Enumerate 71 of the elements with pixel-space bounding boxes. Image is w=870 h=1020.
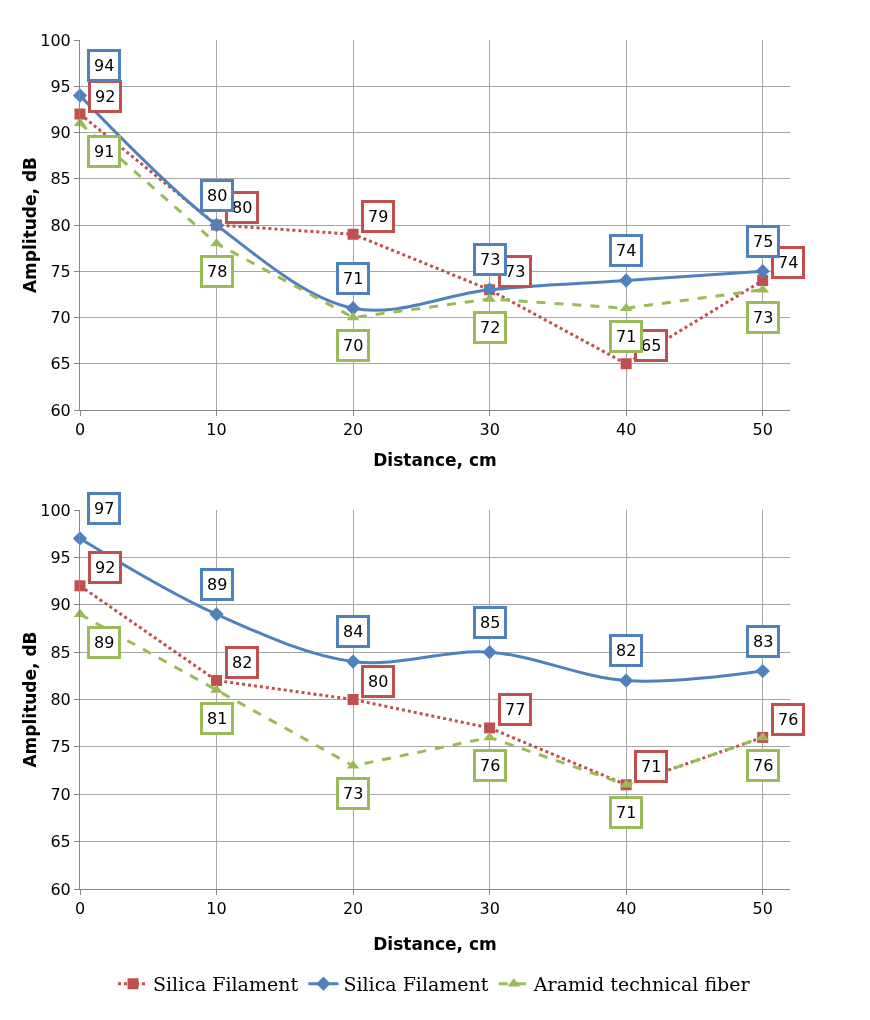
y-tick-label: 100 <box>40 30 71 50</box>
legend-label: Silica Filament <box>153 973 299 996</box>
y-tick-label: 75 <box>50 261 71 281</box>
x-tick-label: 20 <box>342 899 364 919</box>
data-label: 80 <box>207 186 228 205</box>
data-label: 97 <box>94 499 115 518</box>
data-label: 73 <box>753 308 774 327</box>
y-axis-title: Amplitude, dB <box>20 156 40 294</box>
data-label: 89 <box>207 575 228 594</box>
data-label: 72 <box>480 318 501 337</box>
x-axis-title: Distance, cm <box>373 934 497 954</box>
data-label: 77 <box>505 700 526 719</box>
y-tick-label: 85 <box>50 642 71 662</box>
x-tick-label: 30 <box>479 899 500 919</box>
data-label: 76 <box>753 756 774 775</box>
legend-label: Aramid technical fiber <box>532 973 751 996</box>
y-tick-label: 60 <box>50 879 71 899</box>
y-tick-label: 80 <box>50 690 71 710</box>
data-label: 70 <box>343 336 364 355</box>
data-label: 71 <box>616 327 637 346</box>
data-label: 74 <box>616 241 637 260</box>
y-tick-label: 65 <box>50 354 71 374</box>
data-label: 78 <box>207 262 228 281</box>
x-tick-label: 30 <box>479 420 500 440</box>
y-tick-label: 85 <box>50 169 71 189</box>
data-label: 75 <box>753 232 774 251</box>
x-tick-label: 40 <box>615 899 637 919</box>
y-axis-title: Amplitude, dB <box>20 631 40 768</box>
data-label: 92 <box>95 558 116 577</box>
legend-label: Silica Filament <box>343 973 489 996</box>
data-label: 74 <box>778 253 799 272</box>
x-tick-label: 10 <box>206 420 227 440</box>
data-label: 71 <box>343 269 364 288</box>
data-label: 80 <box>368 672 389 691</box>
x-tick-label: 20 <box>342 420 364 440</box>
x-tick-label: 0 <box>74 420 86 440</box>
y-tick-label: 90 <box>50 123 71 143</box>
y-tick-label: 90 <box>50 595 71 615</box>
data-label: 71 <box>641 757 662 776</box>
y-tick-label: 75 <box>50 737 71 757</box>
data-label: 92 <box>95 87 116 106</box>
data-label: 79 <box>368 207 389 226</box>
data-label: 82 <box>616 641 637 660</box>
data-label: 76 <box>778 710 799 729</box>
data-label: 94 <box>94 56 115 75</box>
x-axis-title: Distance, cm <box>373 450 497 470</box>
y-tick-label: 80 <box>50 215 71 235</box>
data-label: 89 <box>94 633 115 652</box>
data-label: 91 <box>94 142 115 161</box>
data-label: 81 <box>207 709 228 728</box>
data-label: 73 <box>480 250 501 269</box>
x-tick-label: 0 <box>74 899 86 919</box>
data-label: 73 <box>505 262 526 281</box>
y-tick-label: 70 <box>50 308 71 328</box>
data-label: 83 <box>753 632 774 651</box>
x-tick-label: 40 <box>615 420 637 440</box>
y-tick-label: 100 <box>40 500 71 520</box>
data-label: 82 <box>232 653 253 672</box>
y-tick-label: 60 <box>50 400 71 420</box>
data-label: 71 <box>616 803 637 822</box>
y-tick-label: 95 <box>50 76 71 96</box>
x-tick-label: 50 <box>752 420 773 440</box>
y-tick-label: 95 <box>50 547 71 567</box>
data-label: 73 <box>343 784 364 803</box>
data-label: 85 <box>480 613 501 632</box>
data-label: 84 <box>343 622 364 641</box>
data-label: 76 <box>480 756 501 775</box>
y-tick-label: 65 <box>50 832 71 852</box>
x-tick-label: 50 <box>752 899 773 919</box>
y-tick-label: 70 <box>50 784 71 804</box>
x-tick-label: 10 <box>206 899 227 919</box>
